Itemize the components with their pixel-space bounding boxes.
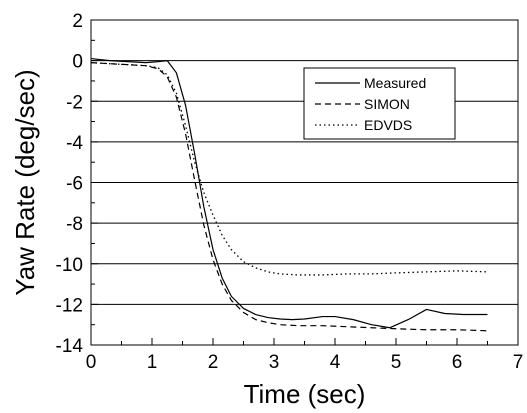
x-tick-label-4: 4 [330,352,341,373]
tick-layer: 0 1 2 3 4 5 6 7 2 0 -2 -4 -6 -8 -10 -12 -14 [56,11,524,373]
legend: Measured SIMON EDVDS [303,67,456,140]
y-tick-label-1: 0 [72,52,83,73]
y-tick-label-6: -10 [56,255,83,276]
x-tick-label-2: 2 [208,352,219,373]
x-tick-label-5: 5 [391,352,402,373]
y-tick-label-0: 2 [72,11,83,32]
y-tick-label-3: -4 [66,133,83,154]
x-tick-label-3: 3 [269,352,280,373]
series-line-measured [90,57,488,329]
x-axis-title: Time (sec) [244,379,366,409]
y-tick-label-7: -12 [56,295,83,316]
y-tick-label-5: -8 [66,214,83,235]
x-tick-label-6: 6 [452,352,463,373]
legend-items: Measured SIMON EDVDS [315,75,426,133]
x-tick-label-1: 1 [147,352,158,373]
series-layer [90,57,488,332]
y-axis-title: Yaw Rate (deg/sec) [10,69,40,295]
legend-label-edvds: EDVDS [364,117,412,133]
grid-layer [91,60,518,305]
legend-label-measured: Measured [364,75,426,91]
y-tick-label-2: -2 [66,92,83,113]
x-tick-label-7: 7 [513,352,524,373]
series-line-simon [90,62,488,332]
x-tick-label-0: 0 [86,352,97,373]
series-line-edvds [90,62,488,276]
legend-label-simon: SIMON [364,96,410,112]
y-tick-label-8: -14 [56,336,84,357]
y-tick-label-4: -6 [66,174,83,195]
